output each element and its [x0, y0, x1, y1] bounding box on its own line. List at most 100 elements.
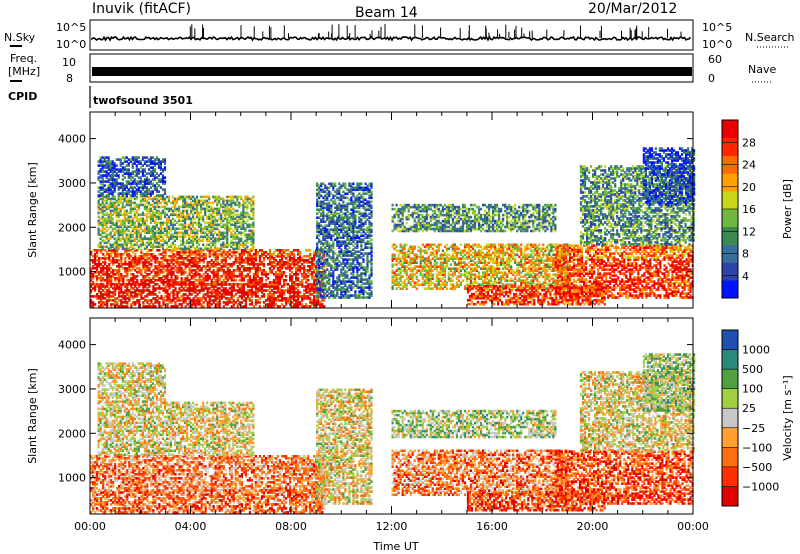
- heatmap-cell: [236, 282, 239, 286]
- heatmap-cell: [200, 203, 203, 207]
- heatmap-cell: [170, 271, 173, 274]
- heatmap-cell: [129, 235, 132, 239]
- heatmap-cell: [118, 293, 121, 296]
- heatmap-cell: [276, 267, 280, 270]
- heatmap-cell: [166, 275, 169, 278]
- heatmap-cell: [99, 180, 102, 183]
- heatmap-cell: [297, 265, 300, 268]
- heatmap-cell: [170, 265, 173, 268]
- heatmap-cell: [192, 285, 195, 288]
- heatmap-cell: [160, 281, 163, 284]
- heatmap-cell: [266, 273, 270, 276]
- heatmap-cell: [162, 281, 165, 284]
- heatmap-cell: [332, 212, 335, 215]
- heatmap-cell: [184, 257, 187, 260]
- heatmap-cell: [111, 203, 114, 207]
- heatmap-cell: [198, 229, 201, 233]
- heatmap-cell: [320, 288, 323, 291]
- heatmap-cell: [220, 297, 223, 300]
- heatmap-cell: [330, 182, 333, 186]
- heatmap-cell: [190, 275, 193, 278]
- heatmap-cell: [126, 301, 129, 304]
- heatmap-cell: [194, 263, 197, 266]
- heatmap-cell: [348, 198, 351, 202]
- heatmap-cell: [115, 245, 118, 249]
- heatmap-cell: [127, 221, 130, 225]
- heatmap-cell: [128, 282, 131, 286]
- heatmap-cell: [313, 263, 316, 266]
- heatmap-cell: [149, 156, 152, 159]
- heatmap-cell: [114, 277, 117, 280]
- heatmap-cell: [114, 299, 117, 302]
- heatmap-cell: [192, 235, 195, 239]
- heatmap-cell: [289, 275, 292, 278]
- heatmap-cell: [123, 231, 126, 235]
- heatmap-cell: [289, 257, 292, 260]
- heatmap-cell: [106, 282, 109, 286]
- heatmap-cell: [160, 253, 163, 256]
- heatmap-cell: [342, 258, 345, 261]
- heatmap-cell: [305, 249, 308, 252]
- heatmap-cell: [143, 168, 146, 171]
- heatmap-cell: [274, 273, 278, 276]
- heatmap-cell: [210, 253, 213, 256]
- heatmap-cell: [145, 209, 148, 213]
- heatmap-cell: [180, 299, 183, 302]
- heatmap-cell: [324, 246, 327, 249]
- heatmap-cell: [242, 279, 245, 282]
- heatmap-cell: [176, 299, 179, 302]
- heatmap-cell: [196, 229, 199, 233]
- heatmap-cell: [143, 197, 146, 201]
- heatmap-cell: [236, 297, 239, 300]
- heatmap-cell: [318, 272, 321, 275]
- heatmap-cell: [115, 229, 118, 233]
- heatmap-cell: [119, 168, 122, 171]
- heatmap-cell: [166, 261, 169, 264]
- heatmap-cell: [208, 255, 211, 258]
- heatmap-cell: [101, 207, 104, 211]
- heatmap-cell: [144, 299, 147, 302]
- heatmap-cell: [256, 295, 259, 298]
- heatmap-cell: [151, 237, 154, 241]
- heatmap-cell: [174, 253, 177, 256]
- heatmap-cell: [212, 249, 215, 252]
- heatmap-cell: [172, 271, 175, 274]
- heatmap-cell: [206, 293, 209, 296]
- heatmap-cell: [131, 219, 134, 223]
- heatmap-cell: [254, 253, 257, 256]
- heatmap-cell: [105, 223, 108, 227]
- heatmap-cell: [250, 263, 253, 266]
- heatmap-cell: [140, 279, 143, 282]
- heatmap-cell: [146, 251, 149, 254]
- heatmap-cell: [283, 261, 286, 264]
- heatmap-cell: [222, 281, 225, 284]
- heatmap-cell: [198, 237, 201, 241]
- heatmap-cell: [344, 288, 347, 291]
- heatmap-cell: [218, 293, 221, 296]
- heatmap-cell: [206, 303, 209, 306]
- heatmap-cell: [154, 279, 157, 282]
- heatmap-cell: [198, 243, 201, 247]
- heatmap-cell: [162, 303, 165, 306]
- heatmap-cell: [291, 271, 294, 274]
- heatmap-cell: [228, 225, 231, 229]
- heatmap-cell: [152, 303, 155, 306]
- heatmap-cell: [144, 263, 147, 266]
- heatmap-cell: [206, 305, 209, 308]
- heatmap-cell: [328, 296, 331, 299]
- heatmap-cell: [326, 212, 329, 215]
- heatmap-cell: [178, 282, 181, 286]
- heatmap-cell: [342, 272, 345, 275]
- heatmap-cell: [105, 241, 108, 245]
- heatmap-cell: [214, 271, 217, 274]
- heatmap-cell: [230, 209, 233, 213]
- heatmap-cell: [264, 285, 268, 288]
- heatmap-cell: [240, 285, 243, 288]
- heatmap-cell: [200, 297, 203, 300]
- heatmap-cell: [163, 211, 167, 215]
- heatmap-cell: [289, 277, 292, 280]
- heatmap-cell: [156, 265, 159, 268]
- heatmap-cell: [293, 285, 296, 288]
- heatmap-cell: [289, 263, 292, 266]
- heatmap-cell: [240, 251, 243, 254]
